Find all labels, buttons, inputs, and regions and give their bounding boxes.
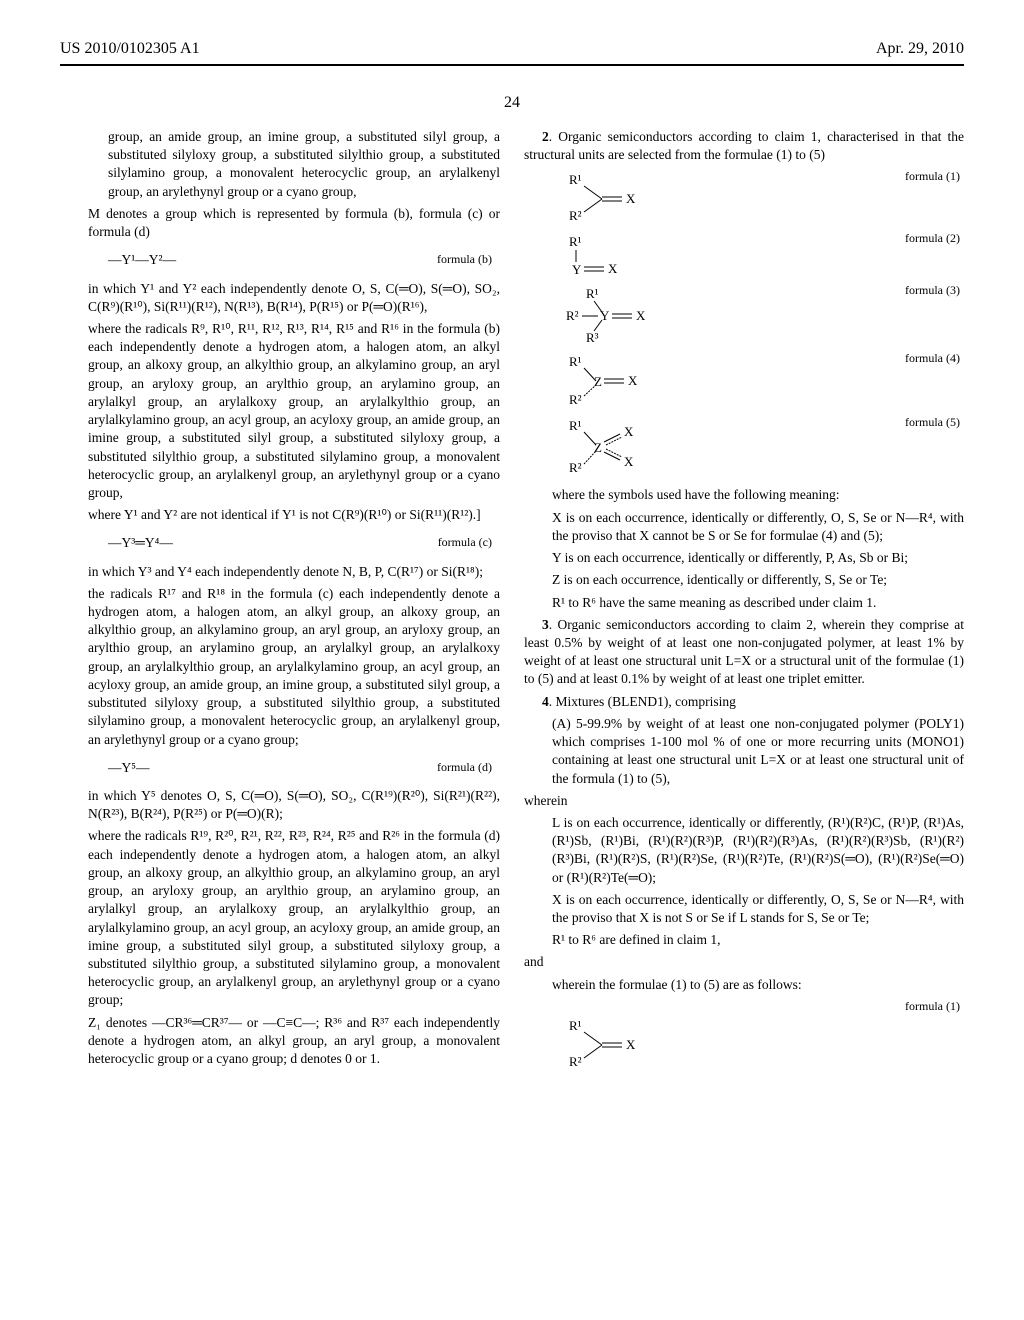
formula-b: —Y¹—Y²— formula (b)	[60, 251, 500, 269]
body-text: Z is on each occurrence, identically or …	[524, 571, 964, 589]
body-text: in which Y¹ and Y² each independently de…	[60, 280, 500, 316]
claim-text: 4. Mixtures (BLEND1), comprising	[524, 693, 964, 711]
claim-text: 2. Organic semiconductors according to c…	[524, 128, 964, 164]
formula-c: —Y³═Y⁴— formula (c)	[60, 534, 500, 552]
chem-x: X	[628, 373, 638, 388]
body-text: R¹ to R⁶ are defined in claim 1,	[524, 931, 964, 949]
formula-1-diagram: R¹ X R²	[564, 172, 664, 226]
left-column: group, an amide group, an imine group, a…	[60, 124, 500, 1076]
body-text: where the symbols used have the followin…	[524, 486, 964, 504]
body-text: where the radicals R¹⁹, R²⁰, R²¹, R²², R…	[60, 827, 500, 1009]
body-text: Z₁ denotes —CR³⁶═CR³⁷— or —C≡C—; R³⁶ and…	[60, 1014, 500, 1069]
doc-number: US 2010/0102305 A1	[60, 40, 200, 58]
chem-r2: R²	[569, 1054, 582, 1069]
body-text: in which Y³ and Y⁴ each independently de…	[60, 563, 500, 581]
chem-z: Z	[594, 440, 602, 455]
claim-number: 3	[542, 617, 549, 632]
chem-x: X	[624, 424, 634, 439]
formula-1-row: R¹ X R² formula (1)	[524, 168, 964, 230]
body-text-span: R¹ to R⁶ have the same meaning as descri…	[552, 595, 876, 610]
header-rule	[60, 64, 964, 66]
claim-body: . Mixtures (BLEND1), comprising	[549, 694, 736, 709]
formula-label: formula (3)	[905, 282, 964, 298]
formula-label: formula (d)	[437, 759, 492, 777]
body-text: and	[524, 953, 964, 971]
chem-r1: R¹	[569, 172, 582, 187]
page-header: US 2010/0102305 A1 Apr. 29, 2010	[60, 40, 964, 62]
body-text: R¹ to R⁶ have the same meaning as descri…	[524, 594, 964, 612]
chem-y: Y	[572, 262, 582, 277]
chem-r2: R²	[566, 308, 579, 323]
chem-x: X	[608, 261, 618, 276]
doc-date: Apr. 29, 2010	[876, 40, 964, 58]
body-text: X is on each occurrence, identically or …	[524, 891, 964, 927]
body-text: where the radicals R⁹, R¹⁰, R¹¹, R¹², R¹…	[60, 320, 500, 502]
content-columns: group, an amide group, an imine group, a…	[60, 124, 964, 1076]
body-text: L is on each occurrence, identically or …	[524, 814, 964, 887]
formula-3-row: R¹ R² Y X R³ formula (3)	[524, 282, 964, 350]
formula-label: formula (5)	[905, 414, 964, 430]
body-text: group, an amide group, an imine group, a…	[60, 128, 500, 201]
formula-4-row: R¹ Z X R² formula (4)	[524, 350, 964, 414]
chem-x: X	[626, 191, 636, 206]
chem-x: X	[636, 308, 646, 323]
formula-2-diagram: R¹ Y X	[564, 234, 664, 278]
formula-label: formula (1)	[905, 998, 964, 1014]
claim-body: . Organic semiconductors according to cl…	[524, 129, 964, 162]
claim-body: . Organic semiconductors according to cl…	[524, 617, 964, 687]
chem-x: X	[624, 454, 634, 469]
body-text: wherein the formulae (1) to (5) are as f…	[524, 976, 964, 994]
body-text: wherein	[524, 792, 964, 810]
formula-d: —Y⁵— formula (d)	[60, 759, 500, 777]
formula-2-row: R¹ Y X formula (2)	[524, 230, 964, 282]
formula-label: formula (4)	[905, 350, 964, 366]
formula-5-diagram: R¹ Z X X R²	[564, 418, 664, 478]
body-text-span: R¹ to R⁶ are defined in claim 1,	[552, 932, 720, 947]
body-text: in which Y⁵ denotes O, S, C(═O), S(═O), …	[60, 787, 500, 823]
chem-r1: R¹	[569, 354, 582, 369]
chem-r1: R¹	[569, 418, 582, 433]
chem-x: X	[626, 1037, 636, 1052]
body-text: X is on each occurrence, identically or …	[524, 509, 964, 545]
formula-label: formula (c)	[438, 534, 492, 552]
formula-5-row: R¹ Z X X R² formula (5)	[524, 414, 964, 482]
formula-4-diagram: R¹ Z X R²	[564, 354, 664, 410]
claim-number: 2	[542, 129, 549, 144]
body-text: (A) 5-99.9% by weight of at least one no…	[524, 715, 964, 788]
chem-r3: R³	[586, 330, 599, 345]
body-text: the radicals R¹⁷ and R¹⁸ in the formula …	[60, 585, 500, 749]
chem-r1: R¹	[569, 1018, 582, 1033]
formula-1-diagram-bottom: R¹ X R²	[564, 1018, 964, 1072]
formula-1-row-bottom: formula (1)	[524, 998, 964, 1014]
chem-r1: R¹	[586, 286, 599, 301]
chem-r1: R¹	[569, 234, 582, 249]
formula-3-diagram: R¹ R² Y X R³	[564, 286, 684, 346]
body-text: where Y¹ and Y² are not identical if Y¹ …	[60, 506, 500, 524]
formula-expr: —Y⁵—	[108, 759, 149, 777]
chem-r2: R²	[569, 392, 582, 407]
formula-expr: —Y³═Y⁴—	[108, 534, 173, 552]
body-text: Y is on each occurrence, identically or …	[524, 549, 964, 567]
chem-r2: R²	[569, 208, 582, 223]
right-column: 2. Organic semiconductors according to c…	[524, 124, 964, 1076]
formula-label: formula (b)	[437, 251, 492, 269]
formula-expr: —Y¹—Y²—	[108, 251, 176, 269]
formula-label: formula (1)	[905, 168, 964, 184]
claim-text: 3. Organic semiconductors according to c…	[524, 616, 964, 689]
chem-z: Z	[594, 374, 602, 389]
formula-label: formula (2)	[905, 230, 964, 246]
page-number: 24	[60, 94, 964, 112]
body-text: M denotes a group which is represented b…	[60, 205, 500, 241]
claim-number: 4	[542, 694, 549, 709]
chem-r2: R²	[569, 460, 582, 475]
